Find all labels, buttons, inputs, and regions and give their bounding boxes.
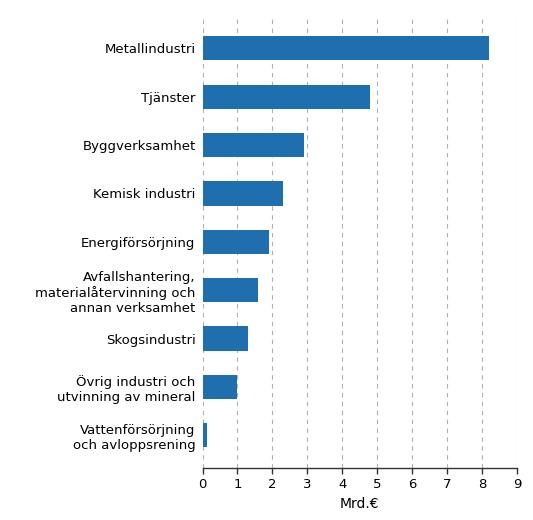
Bar	[203, 375, 238, 399]
Bar	[203, 133, 304, 157]
Bar	[203, 85, 370, 109]
Bar	[203, 230, 269, 254]
Bar	[203, 423, 207, 447]
X-axis label: Mrd.€: Mrd.€	[340, 497, 379, 511]
Bar	[203, 181, 283, 205]
Bar	[203, 327, 248, 350]
Bar	[203, 278, 259, 302]
Bar	[203, 36, 489, 60]
